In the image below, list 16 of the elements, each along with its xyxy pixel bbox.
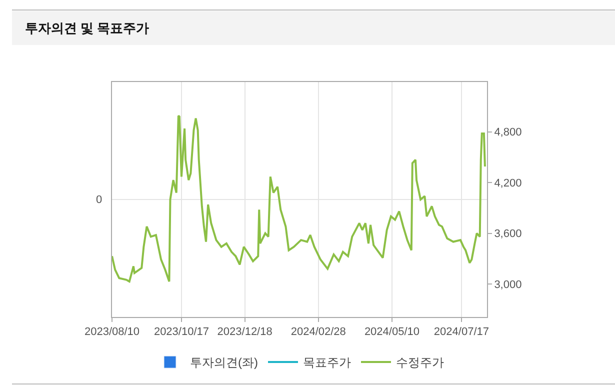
y2-tick-label: 3,000 [494,278,522,291]
x-tick-label: 2023/08/10 [84,326,140,338]
y2-tick-label: 3,600 [494,228,522,240]
x-tick-label: 2023/10/17 [154,326,210,338]
x-tick-label: 2024/02/28 [290,326,346,338]
legend-label: 목표주가 [303,356,351,370]
legend-label: 투자의견(좌) [190,356,258,370]
line-series [112,114,486,282]
x-tick-label: 2024/07/17 [434,326,489,338]
y2-tick-label: 4,200 [494,177,522,190]
legend-label: 수정주가 [396,356,444,370]
x-tick-label: 2024/05/10 [364,326,420,338]
text: 0 [96,194,102,206]
chart-title: 투자의견 및 목표주가 [25,20,150,36]
x-tick-label: 2023/12/18 [217,326,272,338]
y2-tick-label: 4,800 [494,126,522,139]
